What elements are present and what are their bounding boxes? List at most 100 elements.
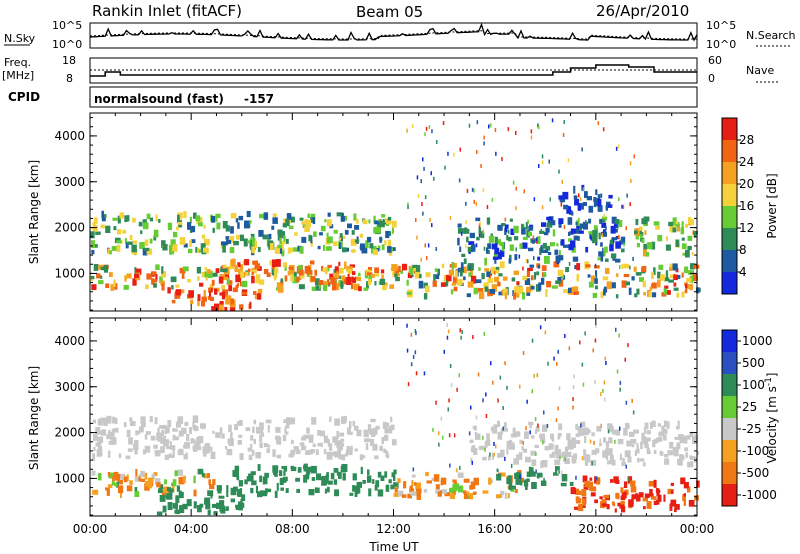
- velocity-cell: [120, 473, 125, 480]
- velocity-cell: [524, 431, 529, 439]
- power-cell: [645, 252, 650, 257]
- power-cell: [235, 274, 242, 283]
- velocity-cell: [664, 454, 669, 458]
- velocity-cell: [627, 476, 633, 484]
- power-cell: [605, 258, 609, 262]
- power-cell: [574, 198, 580, 206]
- velocity-cell: [587, 481, 594, 488]
- velocity-cell: [550, 433, 554, 440]
- power-cell: [643, 243, 648, 250]
- power-cell: [444, 165, 446, 170]
- velocity-cell: [643, 427, 646, 434]
- velocity-cell: [526, 471, 531, 477]
- velocity-cell: [167, 420, 172, 427]
- velocity-cell: [143, 449, 146, 455]
- power-cell: [236, 234, 242, 240]
- power-cell: [560, 239, 565, 246]
- velocity-cell: [497, 453, 503, 458]
- power-cell: [467, 246, 474, 253]
- nave-tick-top: 60: [708, 54, 722, 67]
- velocity-cell: [169, 441, 172, 446]
- velocity-cell: [370, 418, 376, 423]
- power-cell: [538, 125, 540, 130]
- power-cell: [344, 229, 349, 235]
- power-cell: [354, 225, 360, 230]
- power-cell: [631, 276, 635, 281]
- power-cell: [669, 267, 673, 271]
- power-cell: [251, 236, 254, 240]
- power-x-axis: [89, 113, 698, 311]
- power-cell: [333, 229, 338, 234]
- power-cell: [299, 246, 304, 254]
- power-cell: [528, 225, 534, 231]
- velocity-cell: [295, 449, 301, 455]
- velocity-cell: [459, 465, 461, 470]
- velocity-cell: [186, 499, 192, 507]
- velocity-cell: [496, 468, 499, 473]
- power-cell: [203, 238, 210, 246]
- power-cell: [572, 256, 579, 262]
- power-cell: [149, 217, 154, 222]
- velocity-cell: [393, 493, 400, 497]
- power-cell: [400, 270, 404, 274]
- velocity-y-tick-label: 3000: [54, 380, 85, 394]
- velocity-cell: [631, 494, 637, 500]
- power-cell: [394, 273, 398, 278]
- velocity-cell: [575, 490, 582, 495]
- velocity-cell: [266, 448, 270, 453]
- power-cell: [351, 276, 354, 283]
- power-cell: [170, 239, 176, 247]
- power-cell: [298, 284, 305, 290]
- power-cell: [423, 293, 428, 300]
- power-cell: [568, 287, 572, 293]
- velocity-cell: [139, 474, 145, 478]
- velocity-cell: [128, 437, 133, 445]
- velocity-cell: [303, 465, 306, 470]
- velocity-cell: [334, 489, 339, 497]
- power-cell: [546, 216, 553, 221]
- velocity-cell: [449, 487, 453, 493]
- velocity-cell: [605, 453, 609, 460]
- velocity-cell: [179, 420, 183, 424]
- power-cell: [621, 280, 627, 288]
- velocity-cell: [617, 439, 624, 444]
- velocity-cell: [315, 449, 319, 456]
- power-cell: [696, 287, 700, 294]
- velocity-cell: [653, 479, 657, 488]
- noise-right-tick-top: 10^5: [706, 19, 736, 32]
- power-cell: [601, 222, 607, 228]
- power-cell: [203, 247, 209, 253]
- velocity-cell: [233, 473, 239, 477]
- power-cell: [369, 243, 374, 249]
- power-cell: [440, 282, 447, 287]
- power-cell: [558, 279, 564, 287]
- velocity-cell: [183, 475, 186, 483]
- velocity-cell: [250, 435, 254, 441]
- velocity-cell: [685, 452, 688, 458]
- power-cell: [541, 205, 544, 210]
- velocity-cell: [394, 488, 398, 492]
- velocity-cell: [185, 452, 188, 460]
- power-cell: [409, 267, 414, 276]
- power-cell: [226, 276, 230, 284]
- velocity-cell: [336, 430, 339, 439]
- power-cell: [91, 249, 95, 255]
- power-cell: [606, 201, 611, 206]
- power-cell: [304, 265, 310, 274]
- velocity-cell: [609, 455, 614, 463]
- velocity-cell: [536, 373, 539, 378]
- velocity-cell: [683, 493, 686, 498]
- power-cell: [232, 287, 238, 293]
- velocity-cell: [441, 489, 448, 494]
- power-cell: [577, 236, 580, 241]
- power-cell: [672, 217, 677, 226]
- velocity-cell: [442, 435, 444, 440]
- power-cell: [529, 264, 535, 268]
- power-cell: [176, 226, 179, 231]
- velocity-cell: [536, 472, 543, 478]
- velocity-cell: [549, 453, 555, 458]
- velocity-y-label: Slant Range [km]: [27, 366, 41, 470]
- velocity-cell: [557, 470, 559, 475]
- velocity-cell: [238, 501, 243, 509]
